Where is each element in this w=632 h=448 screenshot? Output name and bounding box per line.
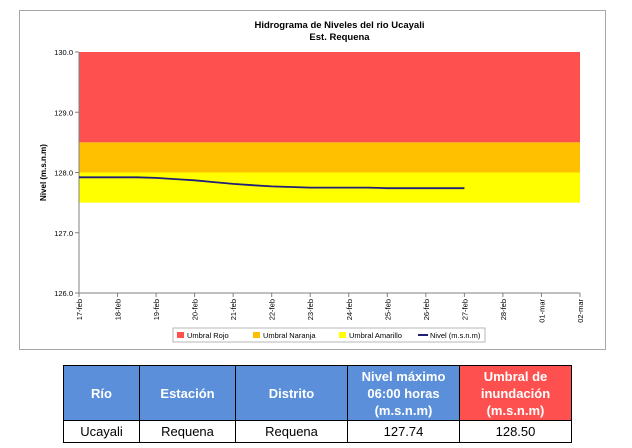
legend-entry-0: Umbral Rojo [187,331,229,340]
x-tick-label: 19-feb [152,299,161,320]
x-tick-label: 27-feb [460,299,469,320]
x-tick-label: 25-feb [383,299,392,320]
chart-subtitle: Est. Requena [309,32,370,43]
legend-swatch-2 [339,332,346,338]
x-tick-label: 02-mar [576,299,585,323]
header-distrito: Distrito [235,365,348,421]
header-nivel-line-2: 06:00 horas [367,385,440,401]
hydrograph-chart: Hidrograma de Niveles del rio UcayaliEst… [39,20,585,343]
y-tick-label: 128.0 [54,169,73,178]
x-tick-label: 22-feb [268,299,277,320]
legend-swatch-1 [253,332,260,338]
series-line-nivel [79,176,465,190]
x-tick-label: 24-feb [345,299,354,320]
cell-rio: Ucayali [63,420,140,443]
table-header-row: Río Estación Distrito Nivel máximo 06:00… [63,365,572,421]
cell-estacion: Requena [139,420,236,443]
legend-entry-2: Umbral Amarillo [349,331,402,340]
x-tick-label: 21-feb [229,299,238,320]
header-nivel-line-1: Nivel máximo [361,368,446,384]
y-tick-label: 130.0 [54,48,73,57]
x-tick-label: 20-feb [191,299,200,320]
chart-frame: Hidrograma de Niveles del rio Ucayali Est… [19,10,606,350]
legend-entry-3: Nivel (m.s.n.m) [430,331,481,340]
chart-legend: Umbral Rojo Umbral Naranja Umbral Amarillo… [172,327,486,343]
threshold-band-0 [79,52,580,143]
legend-box [172,327,486,343]
threshold-band-1 [79,142,580,173]
header-umbral-line-1: Umbral de [483,368,548,384]
header-nivel-line-3: (m.s.n.m) [374,402,433,418]
cell-distrito: Requena [235,420,348,443]
x-tick-label: 28-feb [499,299,508,320]
header-umbral-inundacion: Umbral de inundación (m.s.n.m) [459,365,572,421]
y-tick-label: 126.0 [54,289,73,298]
x-tick-label: 23-feb [306,299,315,320]
header-estacion: Estación [139,365,236,421]
y-tick-label: 127.0 [54,229,73,238]
cell-nivel-maximo: 127.74 [347,420,460,443]
y-tick-label: 129.0 [54,108,73,117]
y-axis-label: Nivel (m.s.n.m) [39,144,48,201]
header-umbral-line-2: inundación [480,385,551,401]
x-tick-label: 26-feb [422,299,431,320]
x-tick-label: 17-feb [75,299,84,320]
header-rio: Río [63,365,140,421]
header-nivel-maximo: Nivel máximo 06:00 horas (m.s.n.m) [347,365,460,421]
header-umbral-line-3: (m.s.n.m) [486,402,545,418]
legend-swatch-0 [177,332,184,338]
station-info-table: Río Estación Distrito Nivel máximo 06:00… [63,365,572,443]
chart-title: Hidrograma de Niveles del rio Ucayali [254,20,424,31]
legend-entry-1: Umbral Naranja [263,331,316,340]
cell-umbral-inundacion: 128.50 [459,420,572,443]
table-row: Ucayali Requena Requena 127.74 128.50 [63,420,572,443]
x-tick-label: 01-mar [537,299,546,323]
x-tick-label: 18-feb [114,299,123,320]
